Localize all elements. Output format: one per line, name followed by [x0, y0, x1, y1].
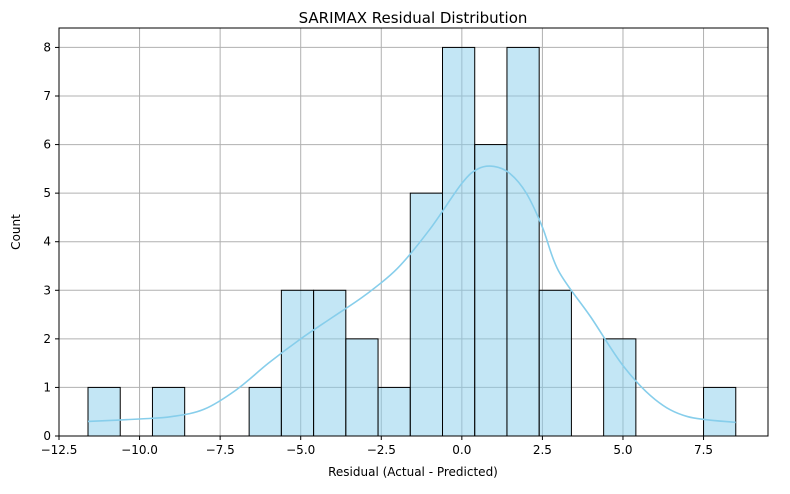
y-axis: 0 1 2 3 4 5 6 7 8	[43, 40, 59, 443]
x-tick-label: −12.5	[41, 443, 78, 457]
x-axis-label: Residual (Actual - Predicted)	[328, 465, 498, 479]
x-tick-label: 5.0	[613, 443, 632, 457]
y-tick-label: 3	[43, 283, 51, 297]
histogram-bar	[538, 289, 572, 437]
histogram-bar	[442, 46, 476, 437]
histogram-bar	[151, 386, 186, 437]
histogram-bar	[506, 46, 540, 437]
y-tick-label: 0	[43, 429, 51, 443]
x-tick-label: 2.5	[533, 443, 552, 457]
chart-title: SARIMAX Residual Distribution	[299, 9, 528, 27]
x-tick-label: −7.5	[206, 443, 235, 457]
y-tick-label: 6	[43, 138, 51, 152]
kde-curve	[87, 165, 736, 424]
x-tick-label: −5.0	[286, 443, 315, 457]
x-tick-label: 7.5	[694, 443, 713, 457]
histogram-bar	[280, 289, 315, 437]
y-axis-label: Count	[9, 214, 23, 250]
histogram-bar	[345, 338, 379, 437]
histogram-bars	[87, 46, 737, 437]
y-tick-label: 4	[43, 235, 51, 249]
y-tick-label: 7	[43, 89, 51, 103]
histogram-bar	[409, 192, 444, 437]
x-tick-label: 0.0	[452, 443, 471, 457]
y-tick-label: 1	[43, 380, 51, 394]
x-axis: −12.5 −10.0 −7.5 −5.0 −2.5 0.0 2.5 5.0 7.5	[41, 436, 713, 457]
histogram-bar	[474, 144, 508, 437]
histogram-bar	[703, 386, 737, 437]
y-tick-label: 2	[43, 332, 51, 346]
y-tick-label: 8	[43, 40, 51, 54]
x-tick-label: −2.5	[367, 443, 396, 457]
histogram-bar	[603, 338, 637, 437]
y-tick-label: 5	[43, 186, 51, 200]
plot-frame	[58, 27, 769, 437]
x-tick-label: −10.0	[121, 443, 158, 457]
histogram-bar	[248, 386, 282, 437]
histogram-bar	[87, 386, 121, 437]
histogram-bar	[377, 386, 411, 437]
